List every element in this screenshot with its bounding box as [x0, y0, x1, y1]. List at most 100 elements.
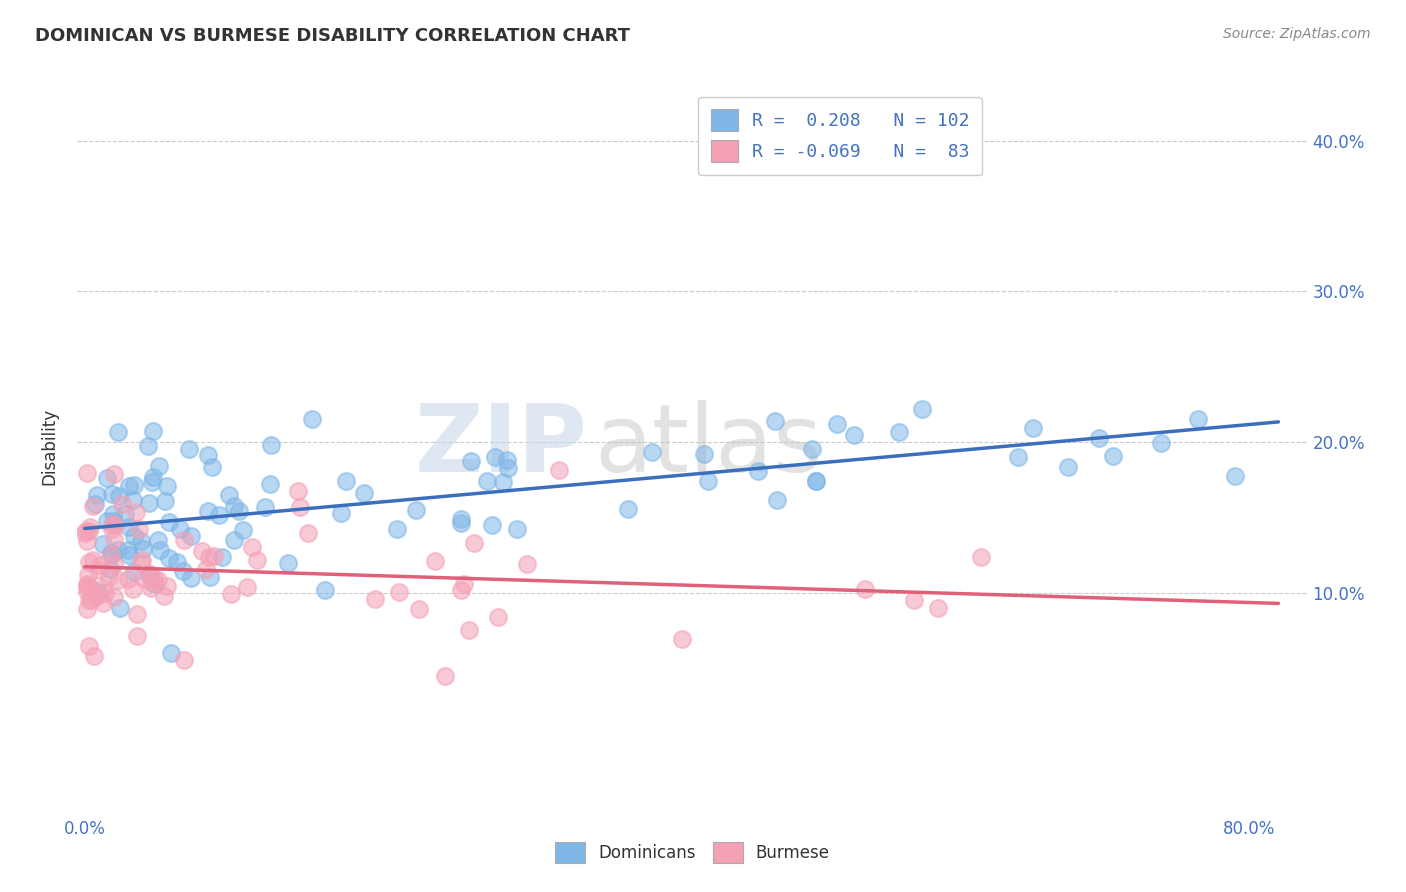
Text: Source: ZipAtlas.com: Source: ZipAtlas.com: [1223, 27, 1371, 41]
Point: [91, 537, 114, 551]
Point: [139, 574, 162, 589]
Point: [96, 470, 118, 484]
Point: [146, 533, 169, 548]
Point: [84, 591, 107, 605]
Point: [1101, 449, 1123, 463]
Point: [79, 519, 101, 533]
Point: [132, 541, 155, 556]
Point: [117, 543, 139, 558]
Point: [128, 522, 150, 536]
Point: [121, 493, 143, 508]
Point: [100, 522, 122, 536]
Point: [197, 504, 219, 518]
Point: [153, 493, 176, 508]
Point: [77, 580, 100, 594]
Point: [197, 449, 219, 463]
Legend: Dominicans, Burmese: Dominicans, Burmese: [548, 836, 837, 869]
Point: [800, 442, 823, 457]
Point: [450, 512, 472, 526]
Point: [388, 585, 411, 599]
Point: [842, 427, 865, 442]
Point: [460, 454, 482, 468]
Point: [450, 516, 472, 530]
Point: [98, 562, 121, 576]
Point: [889, 425, 911, 439]
Point: [202, 549, 225, 563]
Point: [136, 439, 159, 453]
Point: [260, 438, 283, 452]
Point: [495, 453, 517, 467]
Point: [240, 541, 263, 555]
Point: [125, 505, 148, 519]
Point: [191, 544, 214, 558]
Point: [353, 486, 375, 500]
Point: [364, 592, 387, 607]
Point: [75, 524, 97, 538]
Point: [253, 500, 276, 515]
Point: [450, 582, 472, 597]
Point: [211, 549, 233, 564]
Point: [108, 489, 131, 503]
Point: [148, 459, 170, 474]
Point: [77, 639, 100, 653]
Point: [458, 624, 481, 638]
Point: [101, 487, 124, 501]
Point: [335, 475, 357, 489]
Point: [138, 496, 160, 510]
Point: [970, 550, 993, 565]
Point: [853, 582, 876, 596]
Point: [84, 587, 107, 601]
Point: [142, 424, 165, 438]
Point: [806, 475, 828, 489]
Point: [118, 520, 141, 534]
Point: [179, 442, 201, 456]
Point: [107, 425, 129, 440]
Point: [287, 484, 309, 499]
Point: [277, 556, 299, 570]
Point: [75, 525, 97, 540]
Point: [132, 571, 155, 585]
Point: [149, 542, 172, 557]
Point: [76, 579, 98, 593]
Point: [329, 506, 352, 520]
Point: [80, 592, 103, 607]
Text: ZIP: ZIP: [415, 400, 588, 492]
Point: [131, 552, 153, 566]
Point: [91, 596, 114, 610]
Point: [911, 402, 934, 417]
Point: [76, 576, 98, 591]
Point: [157, 515, 180, 529]
Point: [142, 469, 165, 483]
Point: [143, 577, 166, 591]
Point: [169, 522, 191, 536]
Point: [496, 461, 519, 475]
Point: [86, 585, 108, 599]
Point: [103, 557, 125, 571]
Point: [96, 514, 118, 528]
Point: [463, 536, 485, 550]
Point: [166, 555, 188, 569]
Point: [153, 589, 176, 603]
Point: [516, 558, 538, 572]
Point: [387, 522, 409, 536]
Point: [314, 583, 336, 598]
Point: [1057, 459, 1080, 474]
Point: [173, 533, 195, 547]
Point: [114, 508, 136, 522]
Point: [77, 567, 100, 582]
Point: [180, 529, 202, 543]
Point: [173, 653, 195, 667]
Point: [76, 602, 98, 616]
Point: [208, 508, 231, 522]
Point: [290, 500, 312, 515]
Point: [548, 463, 571, 477]
Point: [484, 450, 506, 465]
Point: [301, 411, 323, 425]
Point: [107, 543, 129, 558]
Point: [100, 547, 122, 561]
Point: [434, 668, 457, 682]
Point: [82, 553, 104, 567]
Point: [804, 474, 827, 488]
Point: [1087, 431, 1109, 445]
Point: [122, 566, 145, 580]
